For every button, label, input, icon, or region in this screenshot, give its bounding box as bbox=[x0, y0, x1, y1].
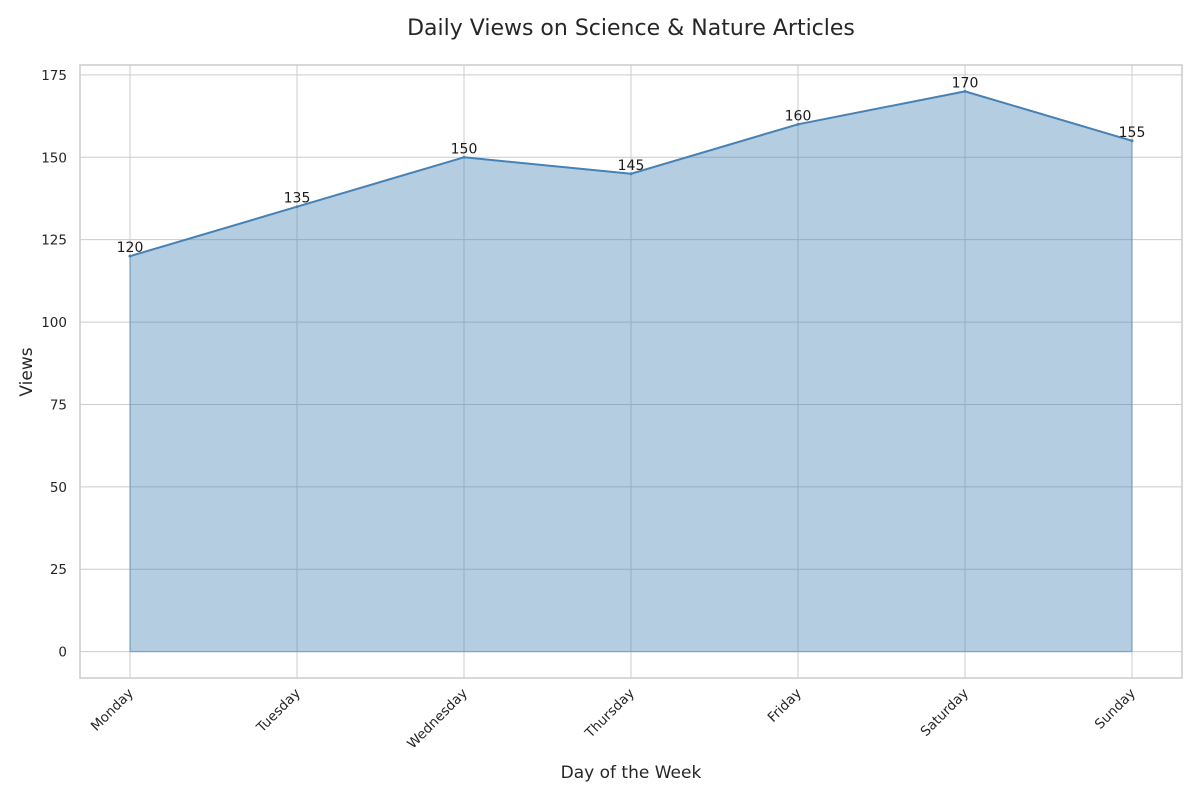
y-tick-label: 50 bbox=[50, 480, 67, 496]
grid bbox=[80, 65, 1182, 678]
data-label: 160 bbox=[785, 108, 812, 124]
y-tick-label: 100 bbox=[41, 315, 67, 331]
x-tick-label: Saturday bbox=[917, 686, 971, 740]
x-tick-label: Friday bbox=[765, 686, 805, 726]
y-tick-label: 0 bbox=[58, 645, 67, 661]
data-point bbox=[963, 89, 967, 93]
area-series bbox=[128, 89, 1134, 653]
y-tick-label: 25 bbox=[50, 562, 67, 578]
x-tick-label: Sunday bbox=[1092, 686, 1139, 733]
data-label: 120 bbox=[117, 240, 144, 256]
data-point bbox=[796, 122, 800, 126]
data-labels: 120 135 150 145 160 170 155 bbox=[117, 75, 1146, 256]
data-point bbox=[128, 254, 132, 258]
y-tick-label: 75 bbox=[50, 397, 67, 413]
plot-frame bbox=[79, 64, 1183, 679]
y-tick-label: 150 bbox=[41, 150, 67, 166]
data-point bbox=[295, 205, 299, 209]
data-label: 155 bbox=[1119, 125, 1146, 141]
x-axis-label: Day of the Week bbox=[561, 763, 702, 783]
data-label: 145 bbox=[618, 158, 645, 174]
chart-title: Daily Views on Science & Nature Articles bbox=[407, 16, 855, 41]
data-label: 135 bbox=[284, 191, 311, 207]
data-point bbox=[1130, 139, 1134, 143]
area-fill bbox=[129, 90, 1133, 653]
x-tick-label: Wednesday bbox=[404, 686, 471, 753]
x-tick-label: Tuesday bbox=[253, 686, 304, 737]
data-point bbox=[462, 155, 466, 159]
x-tick-label: Thursday bbox=[581, 686, 637, 742]
x-tick-label: Monday bbox=[88, 686, 137, 735]
data-point bbox=[629, 172, 633, 176]
y-tick-label: 175 bbox=[41, 68, 67, 84]
data-label: 150 bbox=[451, 141, 478, 157]
y-tick-label: 125 bbox=[41, 233, 67, 249]
data-label: 170 bbox=[952, 75, 979, 91]
y-axis-label: Views bbox=[17, 347, 37, 396]
